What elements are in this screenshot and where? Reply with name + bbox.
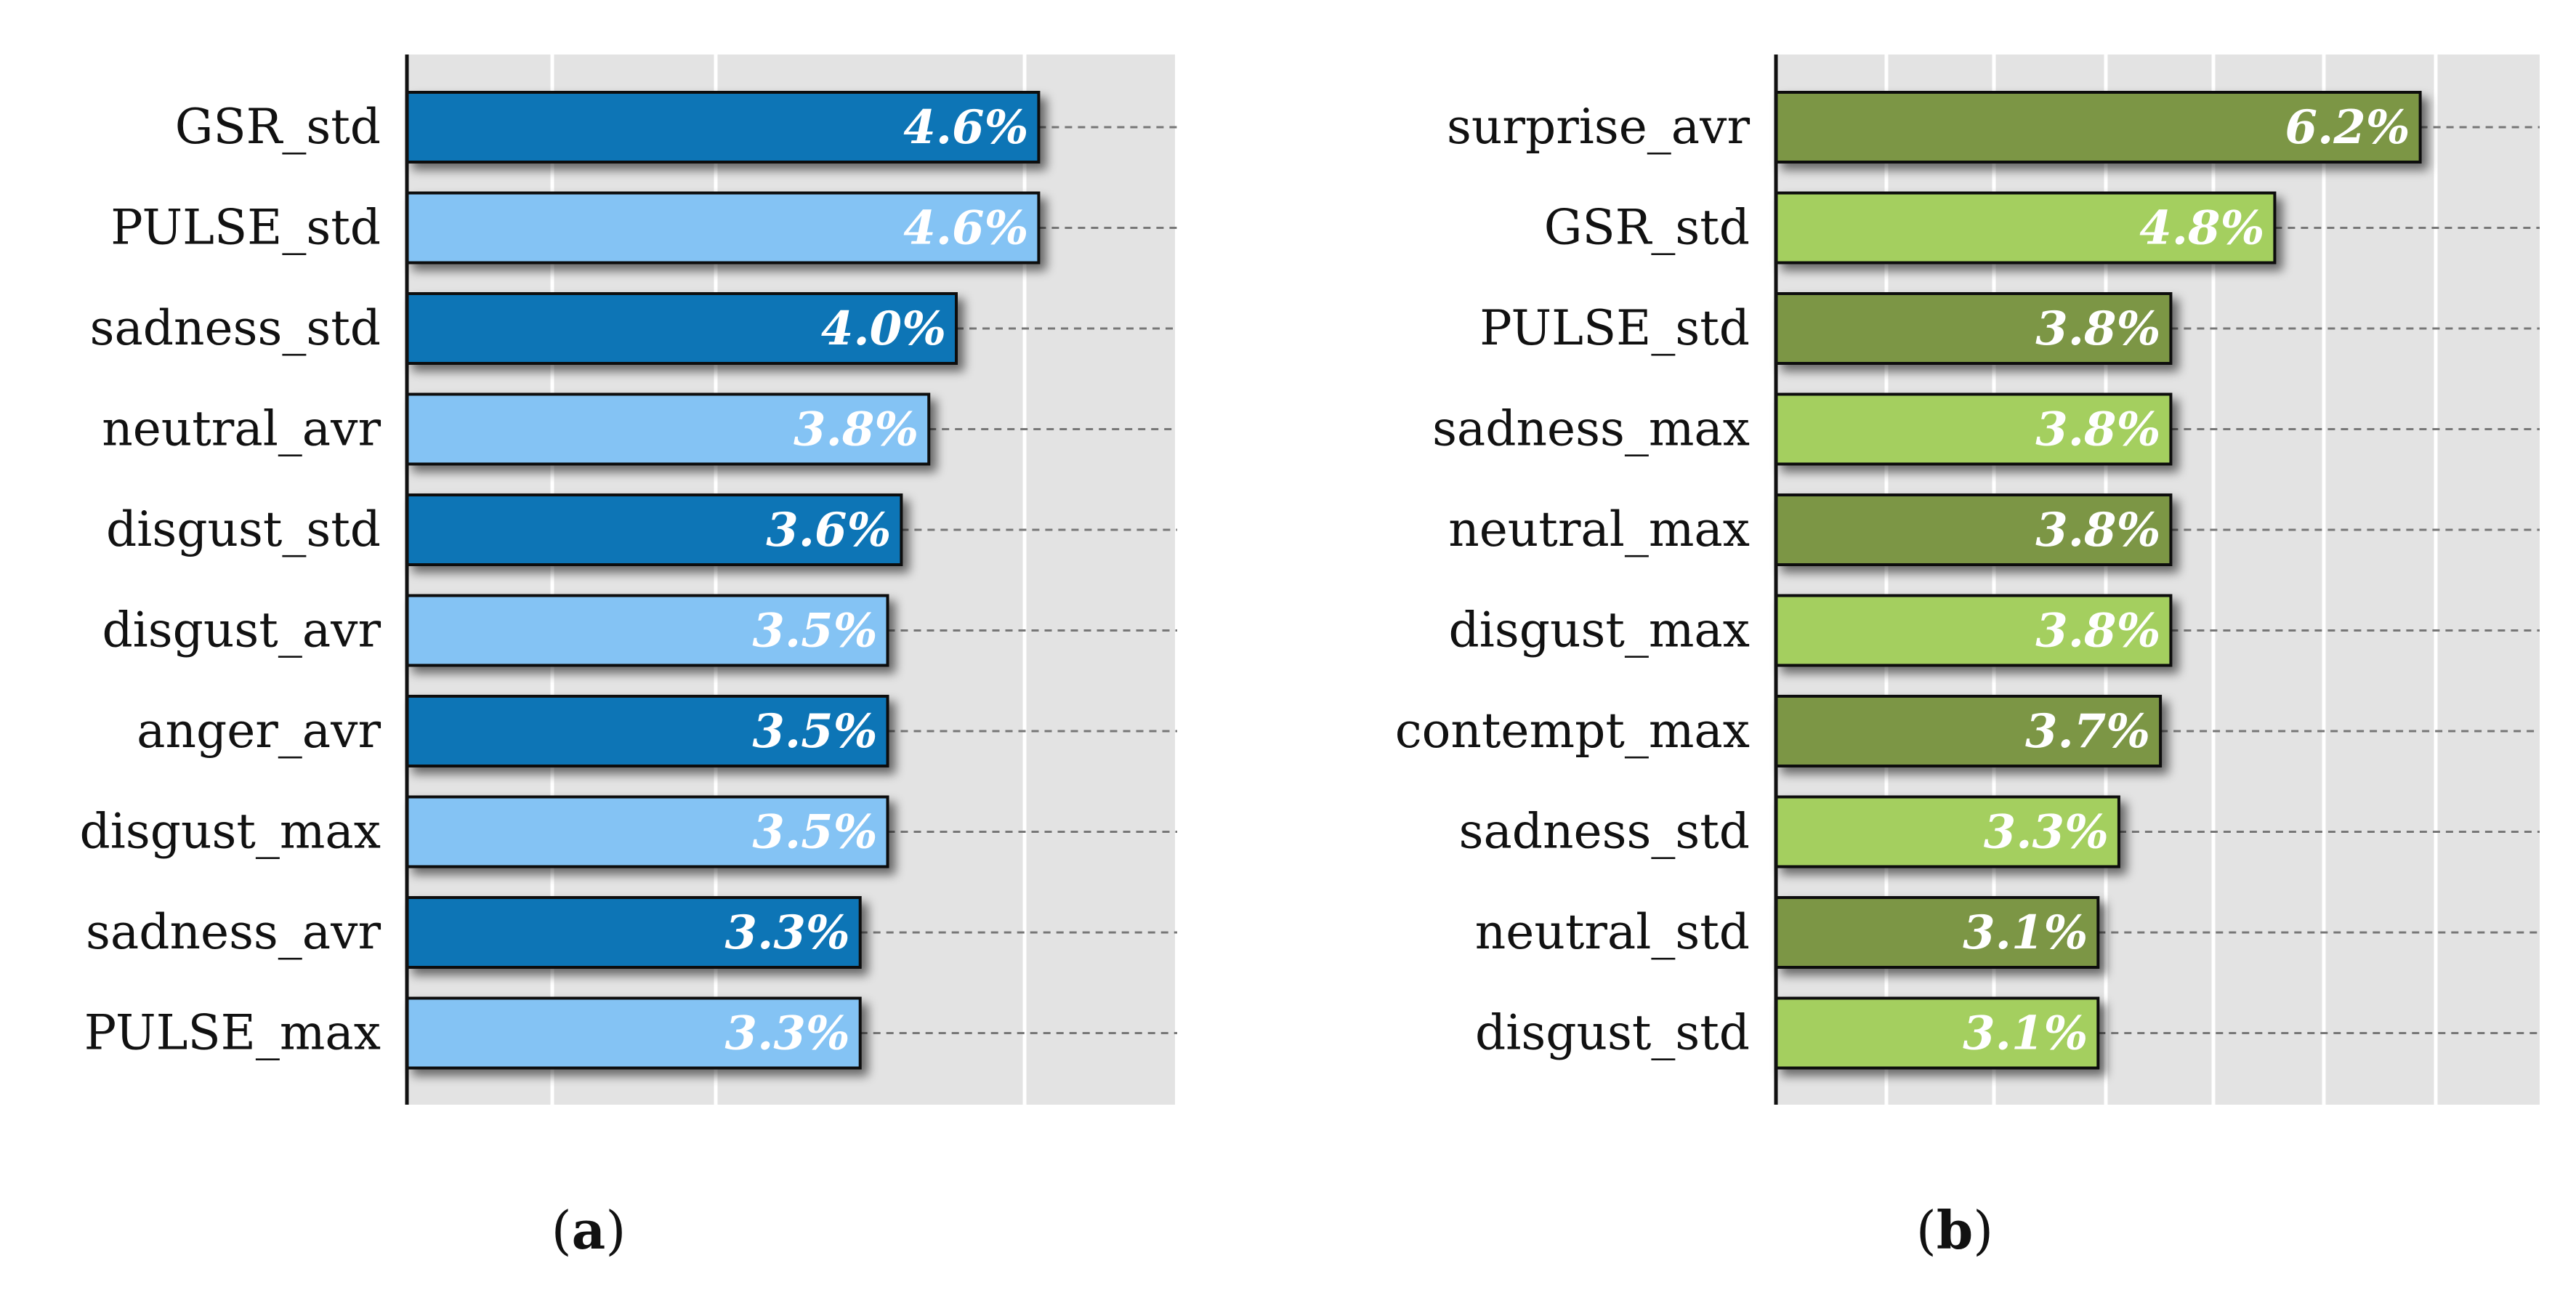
category-label: sadness_max [1432,401,1750,457]
category-label: sadness_std [90,300,381,356]
category-label: neutral_max [1448,501,1750,557]
category-label: disgust_max [79,804,381,860]
bar-b-neutral_max [1774,493,2173,566]
value-label: 6.2% [2285,100,2410,155]
bar-a-PULSE_max [405,996,862,1070]
value-label: 3.3% [725,906,850,960]
bar-a-neutral_avr [405,392,931,466]
bar-a-PULSE_std [405,191,1041,265]
category-label: anger_avr [137,703,381,759]
category-label: PULSE_std [1479,300,1750,356]
value-label: 4.0% [821,302,946,356]
value-label: 3.5% [752,604,877,658]
value-label: 3.5% [752,704,877,759]
bar-b-disgust_max [1774,594,2173,667]
value-label: 3.1% [1963,1007,2088,1061]
bar-a-GSR_std [405,91,1041,164]
value-label: 3.7% [2025,704,2150,759]
category-label: contempt_max [1395,703,1750,759]
category-label: disgust_avr [102,602,381,658]
value-label: 3.8% [794,403,918,457]
bar-a-sadness_std [405,292,958,365]
category-label: neutral_avr [102,401,381,457]
category-label: sadness_avr [86,904,381,960]
panel-a-caption-letter: a [572,1199,606,1261]
value-label: 3.6% [766,503,891,557]
chart-panel-a: 4.6% GSR_std 4.6% PULSE_std 4.0% sadness_std 3… [79,55,1177,1105]
value-label: 3.8% [2035,503,2160,557]
chart-panel-b: 6.2% surprise_avr 4.8% GSR_std 3.8% PULSE_std… [1395,55,2540,1105]
bar-b-surprise_avr [1774,91,2422,164]
bar-b-contempt_max [1774,695,2163,767]
panel-b-caption-letter: b [1937,1199,1973,1261]
bar-b-disgust_std [1774,996,2100,1070]
category-label: surprise_avr [1447,99,1750,155]
bar-b-neutral_std [1774,896,2100,969]
value-label: 3.8% [2035,604,2160,658]
category-label: disgust_std [106,501,381,557]
bar-a-disgust_std [405,493,903,566]
panel-b-caption: (b) [1916,1199,1994,1261]
bar-b-sadness_max [1774,392,2173,466]
category-label: sadness_std [1459,804,1750,860]
value-label: 4.6% [903,100,1028,155]
value-label: 3.3% [1984,805,2109,860]
category-label: neutral_std [1475,904,1750,960]
value-label: 3.3% [725,1007,850,1061]
category-label: disgust_std [1475,1005,1750,1061]
value-label: 3.8% [2035,302,2160,356]
value-label: 4.6% [903,201,1028,256]
panel-a-caption: (a) [552,1199,626,1261]
value-label: 3.8% [2035,403,2160,457]
value-label: 3.5% [752,805,877,860]
value-label: 3.1% [1963,906,2088,960]
category-label: disgust_max [1448,602,1750,658]
bar-a-anger_avr [405,695,889,767]
category-label: GSR_std [1544,200,1750,256]
bar-b-PULSE_std [1774,292,2173,365]
category-label: PULSE_std [110,200,381,256]
bar-a-disgust_avr [405,594,889,667]
category-label: PULSE_max [84,1005,381,1061]
bar-a-disgust_max [405,795,889,868]
value-label: 4.8% [2139,201,2264,256]
category-label: GSR_std [175,99,381,155]
